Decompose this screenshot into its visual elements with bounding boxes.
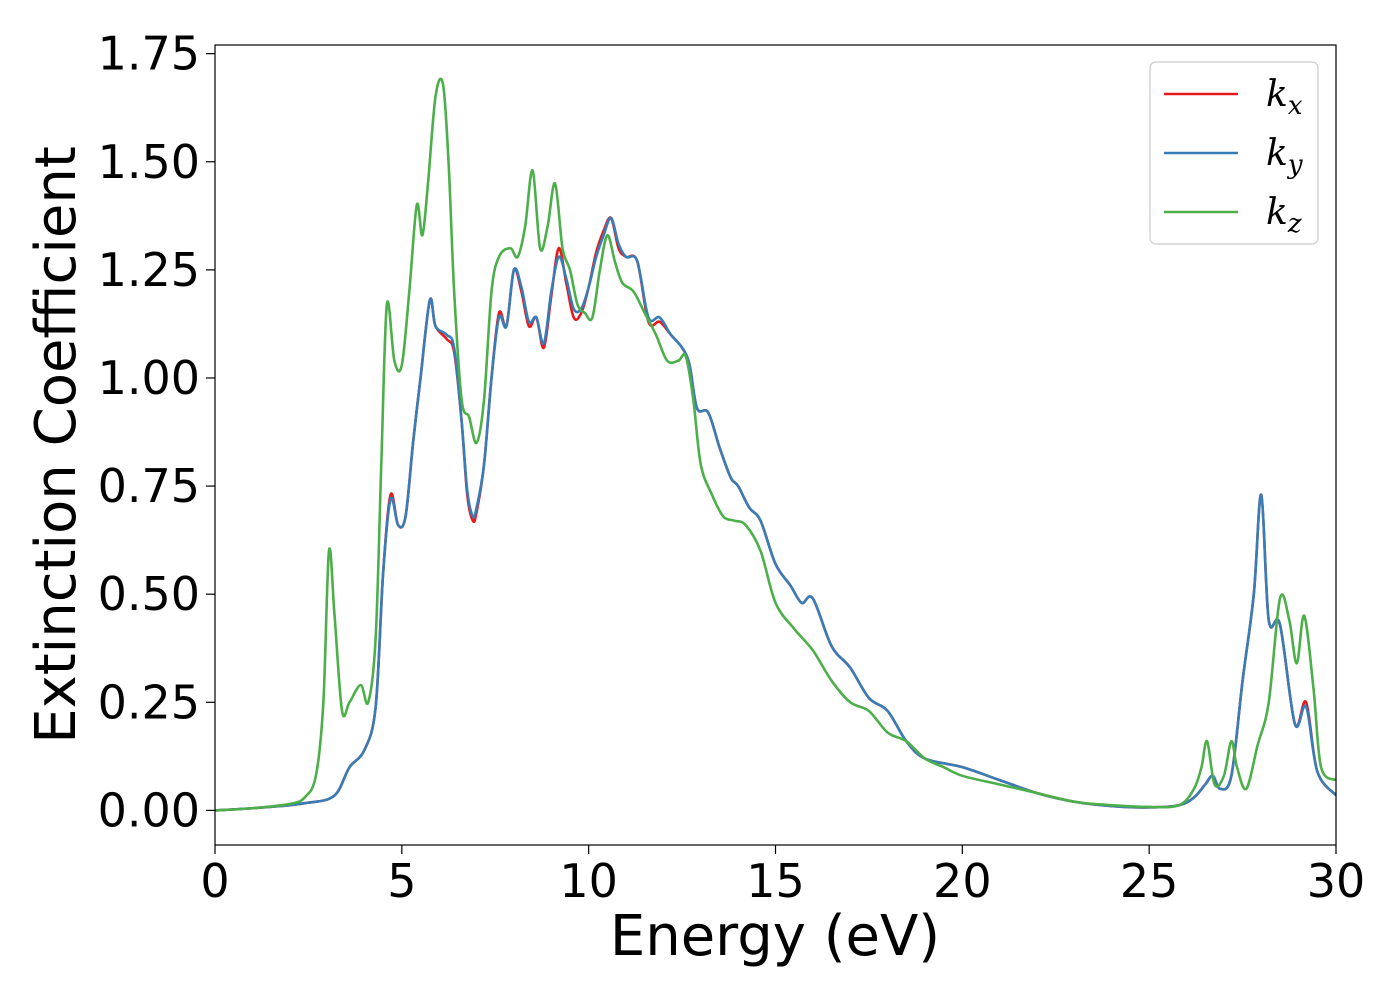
x-tick-label: 5: [387, 854, 416, 908]
x-tick-label: 30: [1307, 854, 1366, 908]
legend-label-kz: kz: [1266, 192, 1302, 239]
y-tick-label: 1.50: [98, 135, 200, 189]
y-tick-label: 1.00: [98, 351, 200, 405]
x-tick-label: 15: [746, 854, 805, 908]
y-tick-label: 1.75: [98, 27, 200, 81]
legend-label-kx: kx: [1266, 74, 1303, 121]
x-tick-label: 20: [933, 854, 992, 908]
x-tick-label: 0: [200, 854, 229, 908]
legend: kx ky kz: [1149, 61, 1319, 245]
x-tick-label: 10: [559, 854, 618, 908]
series-layer: [215, 77, 1336, 812]
series-line-ky: [215, 216, 1336, 812]
axes-layer: 0 5 10 15 20 25 30 0.00 0.25 0.50 0.75 1.00 1.25 1.50…: [98, 27, 1366, 908]
series-line-kz: [215, 77, 1336, 812]
y-tick-label: 0.00: [98, 783, 200, 837]
y-tick-label: 0.75: [98, 459, 200, 513]
y-axis-label: Extinction Coefficient: [24, 146, 89, 744]
y-tick-label: 0.50: [98, 567, 200, 621]
x-tick-label: 25: [1120, 854, 1179, 908]
y-tick-label: 0.25: [98, 675, 200, 729]
y-tick-label: 1.25: [98, 243, 200, 297]
x-axis-label: Energy (eV): [610, 904, 940, 969]
legend-label-ky: ky: [1266, 133, 1303, 180]
